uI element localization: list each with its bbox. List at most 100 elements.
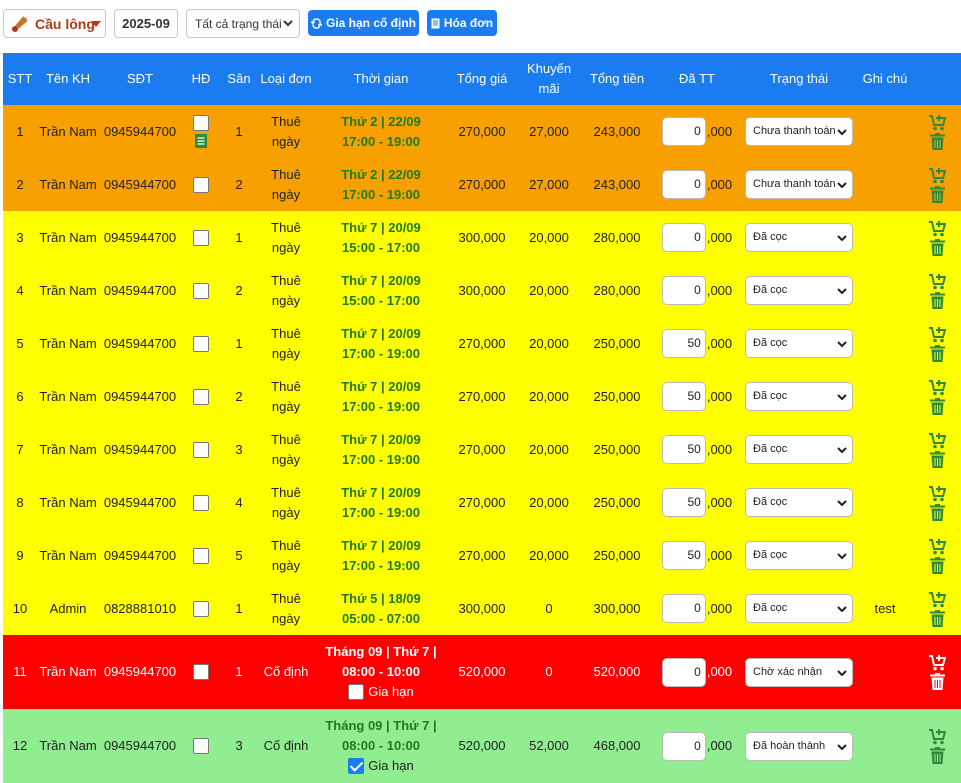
add-to-cart-icon[interactable] [928, 167, 946, 184]
cell-paid: 0 ,000 [653, 158, 741, 211]
extend-fixed-button[interactable]: Gia hạn cố định [308, 10, 419, 36]
invoice-button[interactable]: Hóa đơn [427, 10, 497, 36]
status-select[interactable]: Đã cọc [745, 329, 853, 358]
trash-icon[interactable] [929, 556, 945, 574]
paid-amount-input[interactable]: 50 [661, 435, 706, 464]
trash-icon[interactable] [929, 673, 945, 690]
col-stt: STT [7, 71, 33, 86]
cell-contract [181, 476, 221, 529]
receipt-icon[interactable] [194, 133, 208, 149]
trash-icon[interactable] [929, 132, 945, 150]
contract-checkbox[interactable] [193, 494, 209, 511]
contract-checkbox[interactable] [193, 547, 209, 564]
contract-checkbox[interactable] [193, 114, 209, 131]
trash-icon[interactable] [929, 344, 945, 362]
table-row: 2 Trần Nam 0945944700 2 Thuê ngày Thứ 2 … [3, 158, 961, 211]
status-select[interactable]: Đã cọc [745, 382, 853, 411]
paid-amount-input[interactable]: 0 [661, 731, 706, 761]
paid-amount-input[interactable]: 0 [661, 223, 706, 252]
cell-total: 300,000 [458, 229, 506, 245]
status-select[interactable]: Đã cọc [745, 594, 853, 623]
status-select[interactable]: Đã cọc [745, 541, 853, 570]
time-date: Tháng 09 | Thứ 7 | [325, 718, 437, 733]
add-to-cart-icon[interactable] [928, 326, 946, 343]
add-to-cart-icon[interactable] [928, 538, 946, 555]
time-range: 17:00 - 19:00 [341, 504, 421, 520]
add-to-cart-icon[interactable] [928, 273, 946, 290]
cell-type: Thuê ngày [271, 166, 301, 202]
renew-checkbox[interactable] [348, 684, 365, 700]
status-select[interactable]: Chưa thanh toán [745, 170, 853, 199]
sport-label: Cầu lông [35, 15, 95, 32]
col-court: Sân [227, 71, 251, 86]
trash-icon[interactable] [929, 609, 945, 627]
paid-amount-input[interactable]: 0 [661, 117, 706, 146]
contract-checkbox[interactable] [193, 335, 209, 352]
month-input[interactable]: 2025-09 [114, 9, 178, 38]
cell-net: 250,000 [593, 335, 641, 351]
table-row: 7 Trần Nam 0945944700 3 Thuê ngày Thứ 7 … [3, 423, 961, 476]
contract-checkbox[interactable] [193, 229, 209, 246]
renew-option[interactable]: Gia hạn [315, 682, 447, 702]
cell-time: Thứ 7 | 20/09 17:00 - 19:00 Gia hạn [315, 317, 447, 370]
status-select[interactable]: Chờ xác nhận [745, 657, 853, 687]
cell-name: Trần Nam [39, 441, 97, 457]
renew-option[interactable]: Gia hạn [315, 756, 447, 776]
chevron-down-icon [837, 669, 847, 676]
status-select[interactable]: Chưa thanh toán [745, 117, 853, 146]
add-to-cart-icon[interactable] [928, 114, 946, 131]
renew-checkbox[interactable] [348, 758, 365, 774]
sport-select[interactable]: Cầu lông [3, 9, 106, 38]
contract-checkbox[interactable] [193, 388, 209, 405]
add-to-cart-icon[interactable] [928, 432, 946, 449]
cell-actions [913, 264, 961, 317]
status-select[interactable]: Đã cọc [745, 488, 853, 517]
cell-status: Đã cọc [741, 582, 857, 635]
trash-icon[interactable] [929, 503, 945, 521]
contract-checkbox[interactable] [193, 664, 209, 680]
paid-amount-input[interactable]: 50 [661, 329, 706, 358]
contract-checkbox[interactable] [193, 176, 209, 193]
status-select[interactable]: Đã cọc [745, 223, 853, 252]
paid-amount-input[interactable]: 0 [661, 276, 706, 305]
paid-amount-input[interactable]: 50 [661, 382, 706, 411]
paid-amount-input[interactable]: 0 [661, 657, 706, 687]
paid-amount-input[interactable]: 0 [661, 594, 706, 623]
cell-contract [181, 529, 221, 582]
time-date: Thứ 5 | 18/09 [341, 590, 421, 606]
status-select[interactable]: Đã hoàn thành [745, 731, 853, 761]
paid-amount-input[interactable]: 0 [661, 170, 706, 199]
cell-name: Admin [49, 600, 87, 616]
time-date: Thứ 7 | 20/09 [341, 537, 421, 553]
contract-checkbox[interactable] [193, 600, 209, 617]
contract-checkbox[interactable] [193, 738, 209, 754]
status-filter-select[interactable]: Tất cả trạng thái [186, 9, 300, 38]
contract-checkbox[interactable] [193, 282, 209, 299]
add-to-cart-icon[interactable] [928, 379, 946, 396]
cell-court: 1 [235, 335, 243, 351]
cell-note [857, 476, 913, 529]
chevron-down-icon [837, 394, 847, 401]
trash-icon[interactable] [929, 185, 945, 203]
cell-type: Thuê ngày [271, 590, 301, 626]
status-select[interactable]: Đã cọc [745, 276, 853, 305]
paid-amount-input[interactable]: 50 [661, 488, 706, 517]
trash-icon[interactable] [929, 291, 945, 309]
shuttlecock-icon [12, 15, 28, 32]
invoice-label: Hóa đơn [443, 16, 494, 30]
chevron-down-icon [837, 235, 847, 242]
add-to-cart-icon[interactable] [928, 654, 946, 671]
trash-icon[interactable] [929, 397, 945, 415]
paid-amount-input[interactable]: 50 [661, 541, 706, 570]
col-type: Loại đơn [260, 71, 312, 86]
add-to-cart-icon[interactable] [928, 591, 946, 608]
status-select[interactable]: Đã cọc [745, 435, 853, 464]
add-to-cart-icon[interactable] [928, 728, 946, 745]
trash-icon[interactable] [929, 238, 945, 256]
contract-checkbox[interactable] [193, 441, 209, 458]
add-to-cart-icon[interactable] [928, 485, 946, 502]
add-to-cart-icon[interactable] [928, 220, 946, 237]
trash-icon[interactable] [929, 450, 945, 468]
trash-icon[interactable] [929, 747, 945, 764]
cell-net: 300,000 [593, 600, 641, 616]
